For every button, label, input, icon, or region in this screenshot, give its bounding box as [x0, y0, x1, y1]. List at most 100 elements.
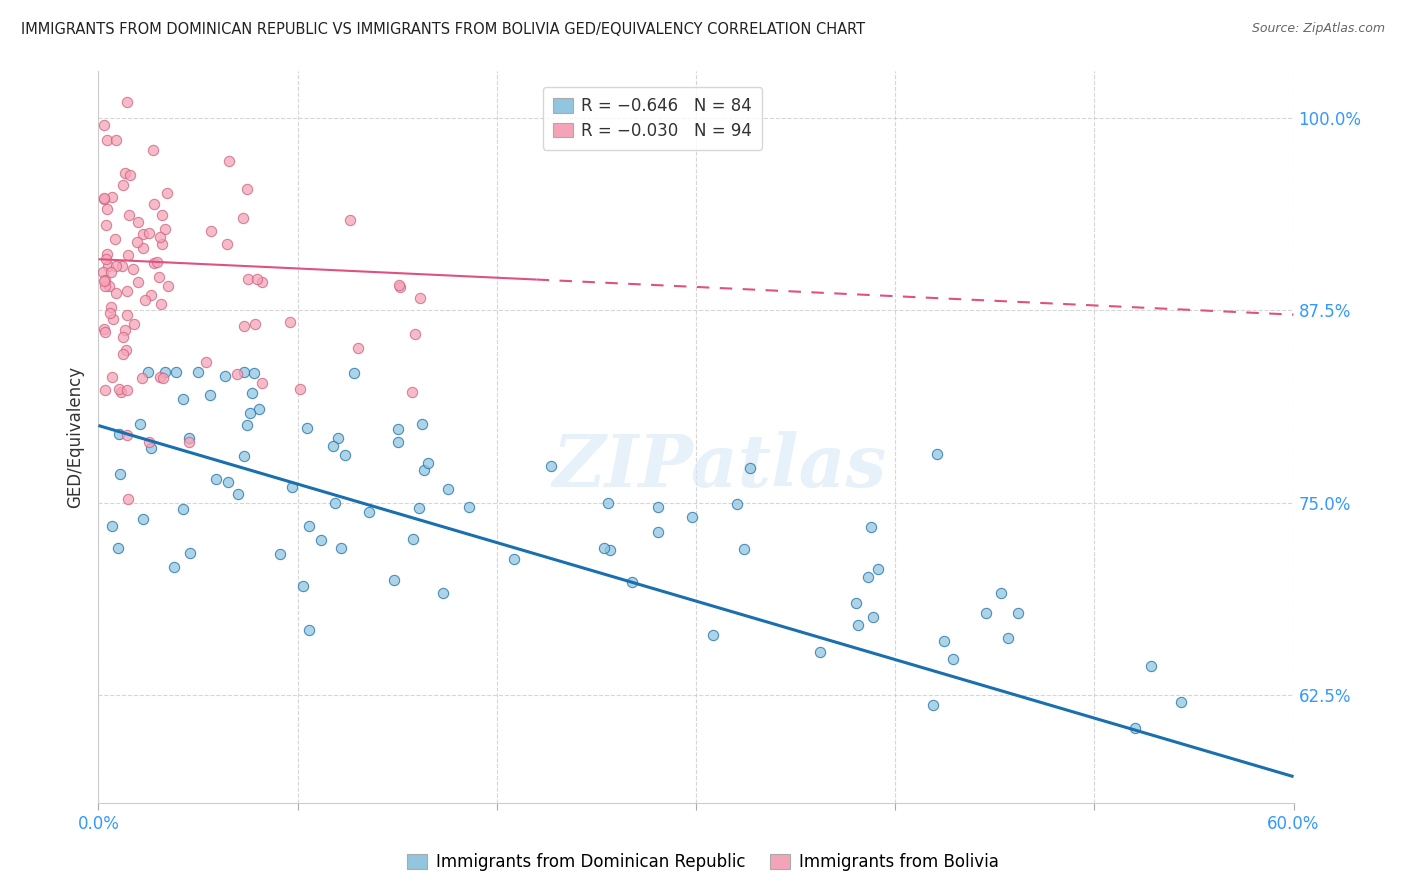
- Point: [217, 475, 239, 489]
- Point: [297, 421, 319, 435]
- Point: [540, 458, 562, 473]
- Point: [1139, 659, 1161, 673]
- Point: [104, 285, 127, 300]
- Point: [120, 168, 142, 182]
- Point: [96, 202, 118, 216]
- Point: [388, 277, 411, 292]
- Point: [281, 480, 304, 494]
- Point: [115, 284, 138, 298]
- Point: [1007, 606, 1029, 620]
- Point: [243, 317, 266, 331]
- Point: [702, 628, 724, 642]
- Point: [100, 190, 122, 204]
- Point: [141, 288, 163, 302]
- Point: [155, 365, 177, 379]
- Point: [117, 95, 139, 110]
- Point: [416, 456, 439, 470]
- Point: [408, 500, 430, 515]
- Point: [856, 570, 879, 584]
- Point: [108, 427, 131, 442]
- Point: [115, 383, 138, 397]
- Text: IMMIGRANTS FROM DOMINICAN REPUBLIC VS IMMIGRANTS FROM BOLIVIA GED/EQUIVALENCY CO: IMMIGRANTS FROM DOMINICAN REPUBLIC VS IM…: [21, 22, 865, 37]
- Point: [997, 631, 1019, 645]
- Point: [647, 500, 669, 515]
- Point: [239, 406, 262, 420]
- Point: [131, 241, 153, 255]
- Point: [93, 118, 115, 132]
- Point: [93, 192, 115, 206]
- Point: [845, 596, 868, 610]
- Point: [412, 462, 434, 476]
- Point: [105, 133, 128, 147]
- Point: [866, 562, 889, 576]
- Point: [1125, 722, 1147, 736]
- Point: [111, 259, 134, 273]
- Point: [647, 524, 669, 539]
- Point: [112, 178, 135, 193]
- Point: [131, 371, 153, 385]
- Point: [114, 166, 136, 180]
- Point: [143, 197, 166, 211]
- Point: [143, 256, 166, 270]
- Point: [179, 546, 201, 560]
- Point: [93, 322, 115, 336]
- Point: [238, 272, 260, 286]
- Point: [411, 417, 433, 431]
- Point: [157, 278, 180, 293]
- Point: [247, 401, 270, 416]
- Point: [387, 434, 409, 449]
- Point: [100, 300, 122, 314]
- Point: [808, 645, 831, 659]
- Point: [942, 652, 965, 666]
- Point: [240, 385, 263, 400]
- Point: [200, 224, 222, 238]
- Point: [127, 275, 149, 289]
- Point: [93, 191, 115, 205]
- Point: [94, 273, 117, 287]
- Point: [236, 182, 259, 196]
- Point: [94, 278, 117, 293]
- Point: [333, 449, 356, 463]
- Point: [246, 272, 269, 286]
- Point: [110, 385, 132, 400]
- Point: [298, 519, 321, 533]
- Point: [404, 327, 426, 342]
- Point: [153, 222, 176, 236]
- Point: [142, 143, 165, 157]
- Point: [225, 367, 247, 381]
- Point: [974, 606, 997, 620]
- Point: [114, 343, 136, 357]
- Point: [326, 431, 349, 445]
- Point: [148, 270, 170, 285]
- Point: [503, 552, 526, 566]
- Point: [195, 354, 218, 368]
- Point: [389, 280, 412, 294]
- Point: [250, 275, 273, 289]
- Text: ZIPatlas: ZIPatlas: [553, 431, 887, 502]
- Point: [860, 520, 883, 534]
- Point: [156, 186, 179, 201]
- Point: [233, 449, 256, 463]
- Point: [132, 227, 155, 241]
- Point: [118, 208, 141, 222]
- Point: [138, 226, 160, 240]
- Point: [725, 497, 748, 511]
- Point: [149, 229, 172, 244]
- Point: [115, 427, 138, 442]
- Point: [862, 610, 884, 624]
- Point: [298, 623, 321, 637]
- Point: [91, 265, 114, 279]
- Point: [457, 500, 479, 515]
- Point: [96, 252, 118, 267]
- Point: [292, 579, 315, 593]
- Point: [233, 318, 256, 333]
- Point: [1170, 695, 1192, 709]
- Point: [232, 211, 254, 226]
- Point: [288, 383, 311, 397]
- Point: [599, 542, 621, 557]
- Point: [177, 431, 200, 445]
- Point: [740, 460, 762, 475]
- Point: [172, 392, 194, 407]
- Point: [733, 541, 755, 556]
- Point: [117, 248, 139, 262]
